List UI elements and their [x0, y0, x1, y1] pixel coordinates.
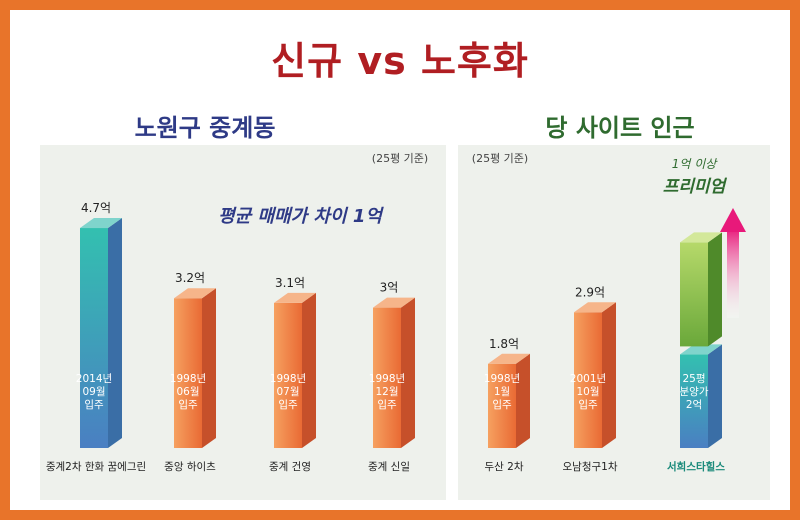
c0-bar-2-side	[302, 292, 316, 448]
left-section-title: 노원구 중계동	[134, 114, 276, 142]
c0-bar-0-side	[108, 218, 122, 448]
c0-bar-text-1-2: 입주	[178, 398, 198, 411]
c1-bar-text-1-2: 입주	[578, 398, 598, 411]
c0-bar-text-3-1: 12월	[375, 386, 398, 398]
c0-bar-0-top	[80, 218, 122, 229]
c0-note: (25평 기준)	[372, 152, 428, 165]
c1-bar-text-2-0: 25평	[682, 373, 705, 385]
c1-bar-text-0-1: 1월	[494, 386, 510, 398]
c0-bar-3-front	[373, 307, 401, 448]
c0-bar-1-top	[174, 288, 216, 299]
c0-bar-text-2-0: 1998년	[270, 373, 306, 385]
c0-bar-2-front	[274, 302, 302, 448]
c1-bar-text-1-0: 2001년	[570, 373, 606, 385]
c1-bar-1-side	[602, 302, 616, 448]
c1-bar-0-side	[516, 353, 530, 448]
c0-bar-text-2-1: 07월	[276, 386, 299, 398]
c1-bar-text-2-1: 분양가	[680, 386, 709, 398]
c0-bar-1-side	[202, 288, 216, 448]
c0-category-3: 중계 신일	[368, 460, 410, 473]
c0-value-label-2: 3.1억	[275, 276, 305, 290]
c1-bar-0-top	[488, 353, 530, 364]
c0-annotation: 평균 매매가 차이 1억	[218, 206, 384, 227]
c0-bar-text-0-2: 입주	[84, 398, 104, 411]
c1-category-1: 오남청구1차	[563, 461, 618, 473]
c1-category-2: 서희스타힐스	[667, 460, 725, 473]
c1-note: (25평 기준)	[472, 152, 528, 165]
c1-bar-text-1-1: 10월	[576, 386, 599, 398]
c0-bar-text-1-0: 1998년	[170, 373, 206, 385]
page-title: 신규 vs 노후화	[271, 39, 529, 83]
c0-bar-3-side	[401, 297, 415, 448]
right-section-title: 당 사이트 인근	[545, 114, 695, 142]
c1-bar-text-0-2: 입주	[492, 398, 512, 411]
c1-premium-arrow-head	[720, 208, 746, 232]
c1-bar-text-2-2: 2억	[686, 399, 702, 411]
c1-premium-bar-side	[708, 232, 722, 347]
c0-category-1: 중앙 하이츠	[164, 460, 216, 473]
c1-value-label-1: 2.9억	[575, 285, 605, 299]
c1-bar-text-0-0: 1998년	[484, 373, 520, 385]
c0-category-0: 중계2차 한화 꿈에그린	[46, 461, 146, 473]
c0-bar-3-top	[373, 297, 415, 308]
c1-bar-1-front	[574, 312, 602, 448]
c1-bar-2-front	[680, 354, 708, 448]
c1-premium-bar-top	[680, 232, 722, 243]
c1-value-label-0: 1.8억	[489, 337, 519, 351]
c0-bar-2-top	[274, 292, 316, 303]
c1-premium-label: 프리미엄	[663, 177, 728, 197]
c0-bar-1-front	[174, 298, 202, 448]
c1-bar-1-top	[574, 302, 616, 313]
c0-bar-text-0-1: 09월	[82, 386, 105, 398]
c1-category-0: 두산 2차	[485, 461, 524, 473]
c0-bar-text-2-2: 입주	[278, 398, 298, 411]
c0-value-label-1: 3.2억	[175, 271, 205, 285]
c0-bar-text-3-2: 입주	[377, 398, 397, 411]
c0-bar-text-3-0: 1998년	[369, 373, 405, 385]
c1-premium-bar-front	[680, 242, 708, 347]
c1-bar-2-side	[708, 344, 722, 448]
c1-bar-0-front	[488, 363, 516, 448]
c1-bar-2-top	[680, 344, 722, 355]
c0-bar-text-0-0: 2014년	[76, 373, 112, 385]
c0-bar-0-front	[80, 228, 108, 448]
c0-bar-text-1-1: 06월	[176, 386, 199, 398]
c0-category-2: 중계 건영	[269, 461, 311, 473]
c1-premium-label-top: 1억 이상	[672, 157, 719, 171]
c0-value-label-3: 3억	[380, 281, 399, 295]
c1-premium-arrow-shaft	[727, 228, 739, 318]
c0-value-label-0: 4.7억	[81, 201, 111, 215]
